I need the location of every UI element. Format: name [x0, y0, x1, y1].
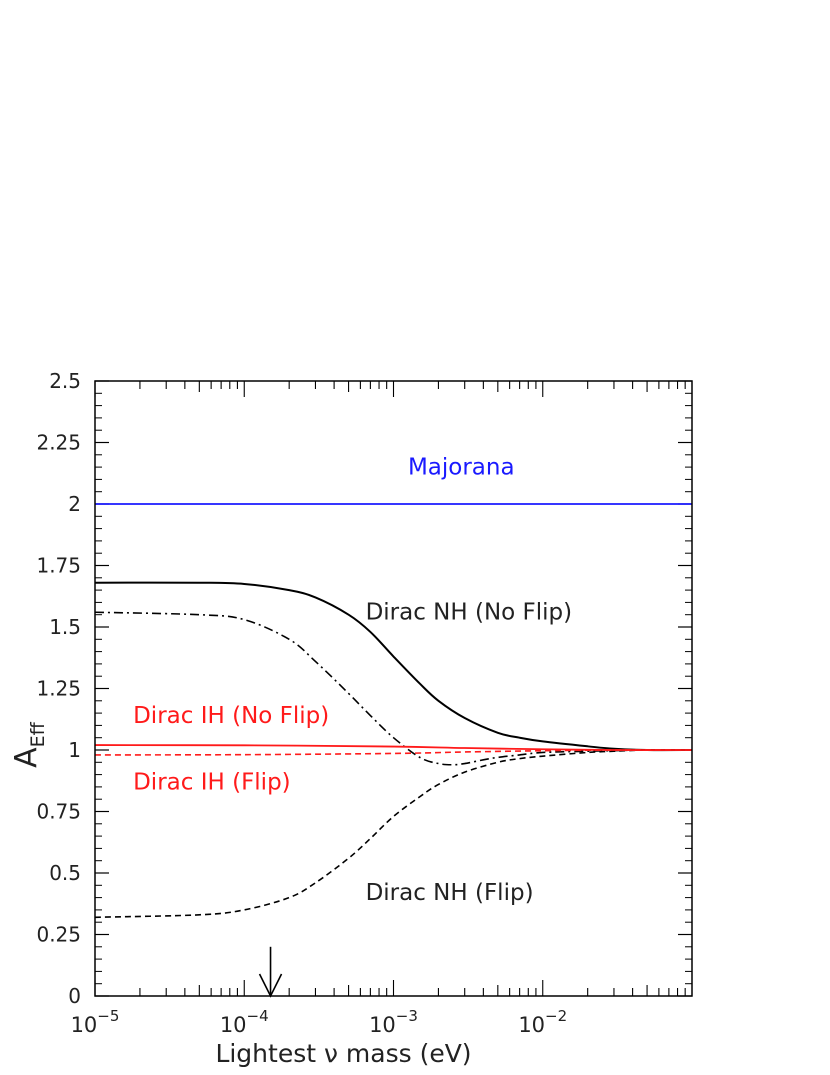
x-tick-exponent: −3: [396, 1007, 418, 1025]
x-tick-exponent: −4: [247, 1007, 269, 1025]
x-tick-base: 10: [369, 1013, 396, 1037]
y-axis-title: AEff: [9, 721, 49, 768]
annotation-dirac-ih-no-flip: Dirac IH (No Flip): [133, 703, 329, 729]
y-tick-label: 1.75: [36, 554, 81, 578]
x-axis-title: Lightest ν mass (eV): [215, 1039, 471, 1068]
arrow-head: [258, 973, 283, 998]
x-tick-label: 10−2: [518, 1007, 567, 1037]
mass-marker-arrow: [258, 946, 283, 998]
y-axis-title-subscript: Eff: [27, 721, 49, 747]
annotation-dirac-ih-flip: Dirac IH (Flip): [133, 769, 291, 795]
plot-frame: [94, 380, 693, 997]
y-tick-label: 2.25: [36, 431, 81, 455]
x-tick-exponent: −2: [545, 1007, 567, 1025]
annotation-layer: Majorana Dirac NH (No Flip) Dirac IH (No F…: [133, 454, 572, 906]
x-tick-label: 10−5: [71, 1007, 120, 1037]
y-tick-label: 0.75: [36, 800, 81, 824]
x-tick-label: 10−4: [220, 1007, 269, 1037]
y-tick-label: 2.5: [49, 369, 81, 393]
y-tick-label: 1.25: [36, 677, 81, 701]
x-tick-base: 10: [518, 1013, 545, 1037]
x-tick-base: 10: [220, 1013, 247, 1037]
y-tick-label: 1.5: [49, 615, 81, 639]
annotation-majorana: Majorana: [408, 454, 515, 480]
series-line-dirac-nh-no-flip: [94, 581, 693, 752]
x-tick-base: 10: [71, 1013, 98, 1037]
series-line-unlabeled-dashdot: [94, 611, 693, 766]
series-layer: [94, 503, 693, 919]
y-tick-label: 1: [68, 738, 81, 762]
series-line-dirac-ih-no-flip: [94, 744, 693, 751]
x-tick-label: 10−3: [369, 1007, 418, 1037]
y-axis-title-main: A: [9, 747, 44, 768]
y-tick-label: 0: [68, 984, 81, 1008]
y-tick-label: 2: [68, 492, 81, 516]
y-tick-label: 0.5: [49, 861, 81, 885]
y-tick-label: 0.25: [36, 923, 81, 947]
annotation-dirac-nh-flip: Dirac NH (Flip): [366, 880, 534, 906]
x-tick-exponent: −5: [97, 1007, 119, 1025]
annotation-dirac-nh-no-flip: Dirac NH (No Flip): [366, 600, 573, 626]
